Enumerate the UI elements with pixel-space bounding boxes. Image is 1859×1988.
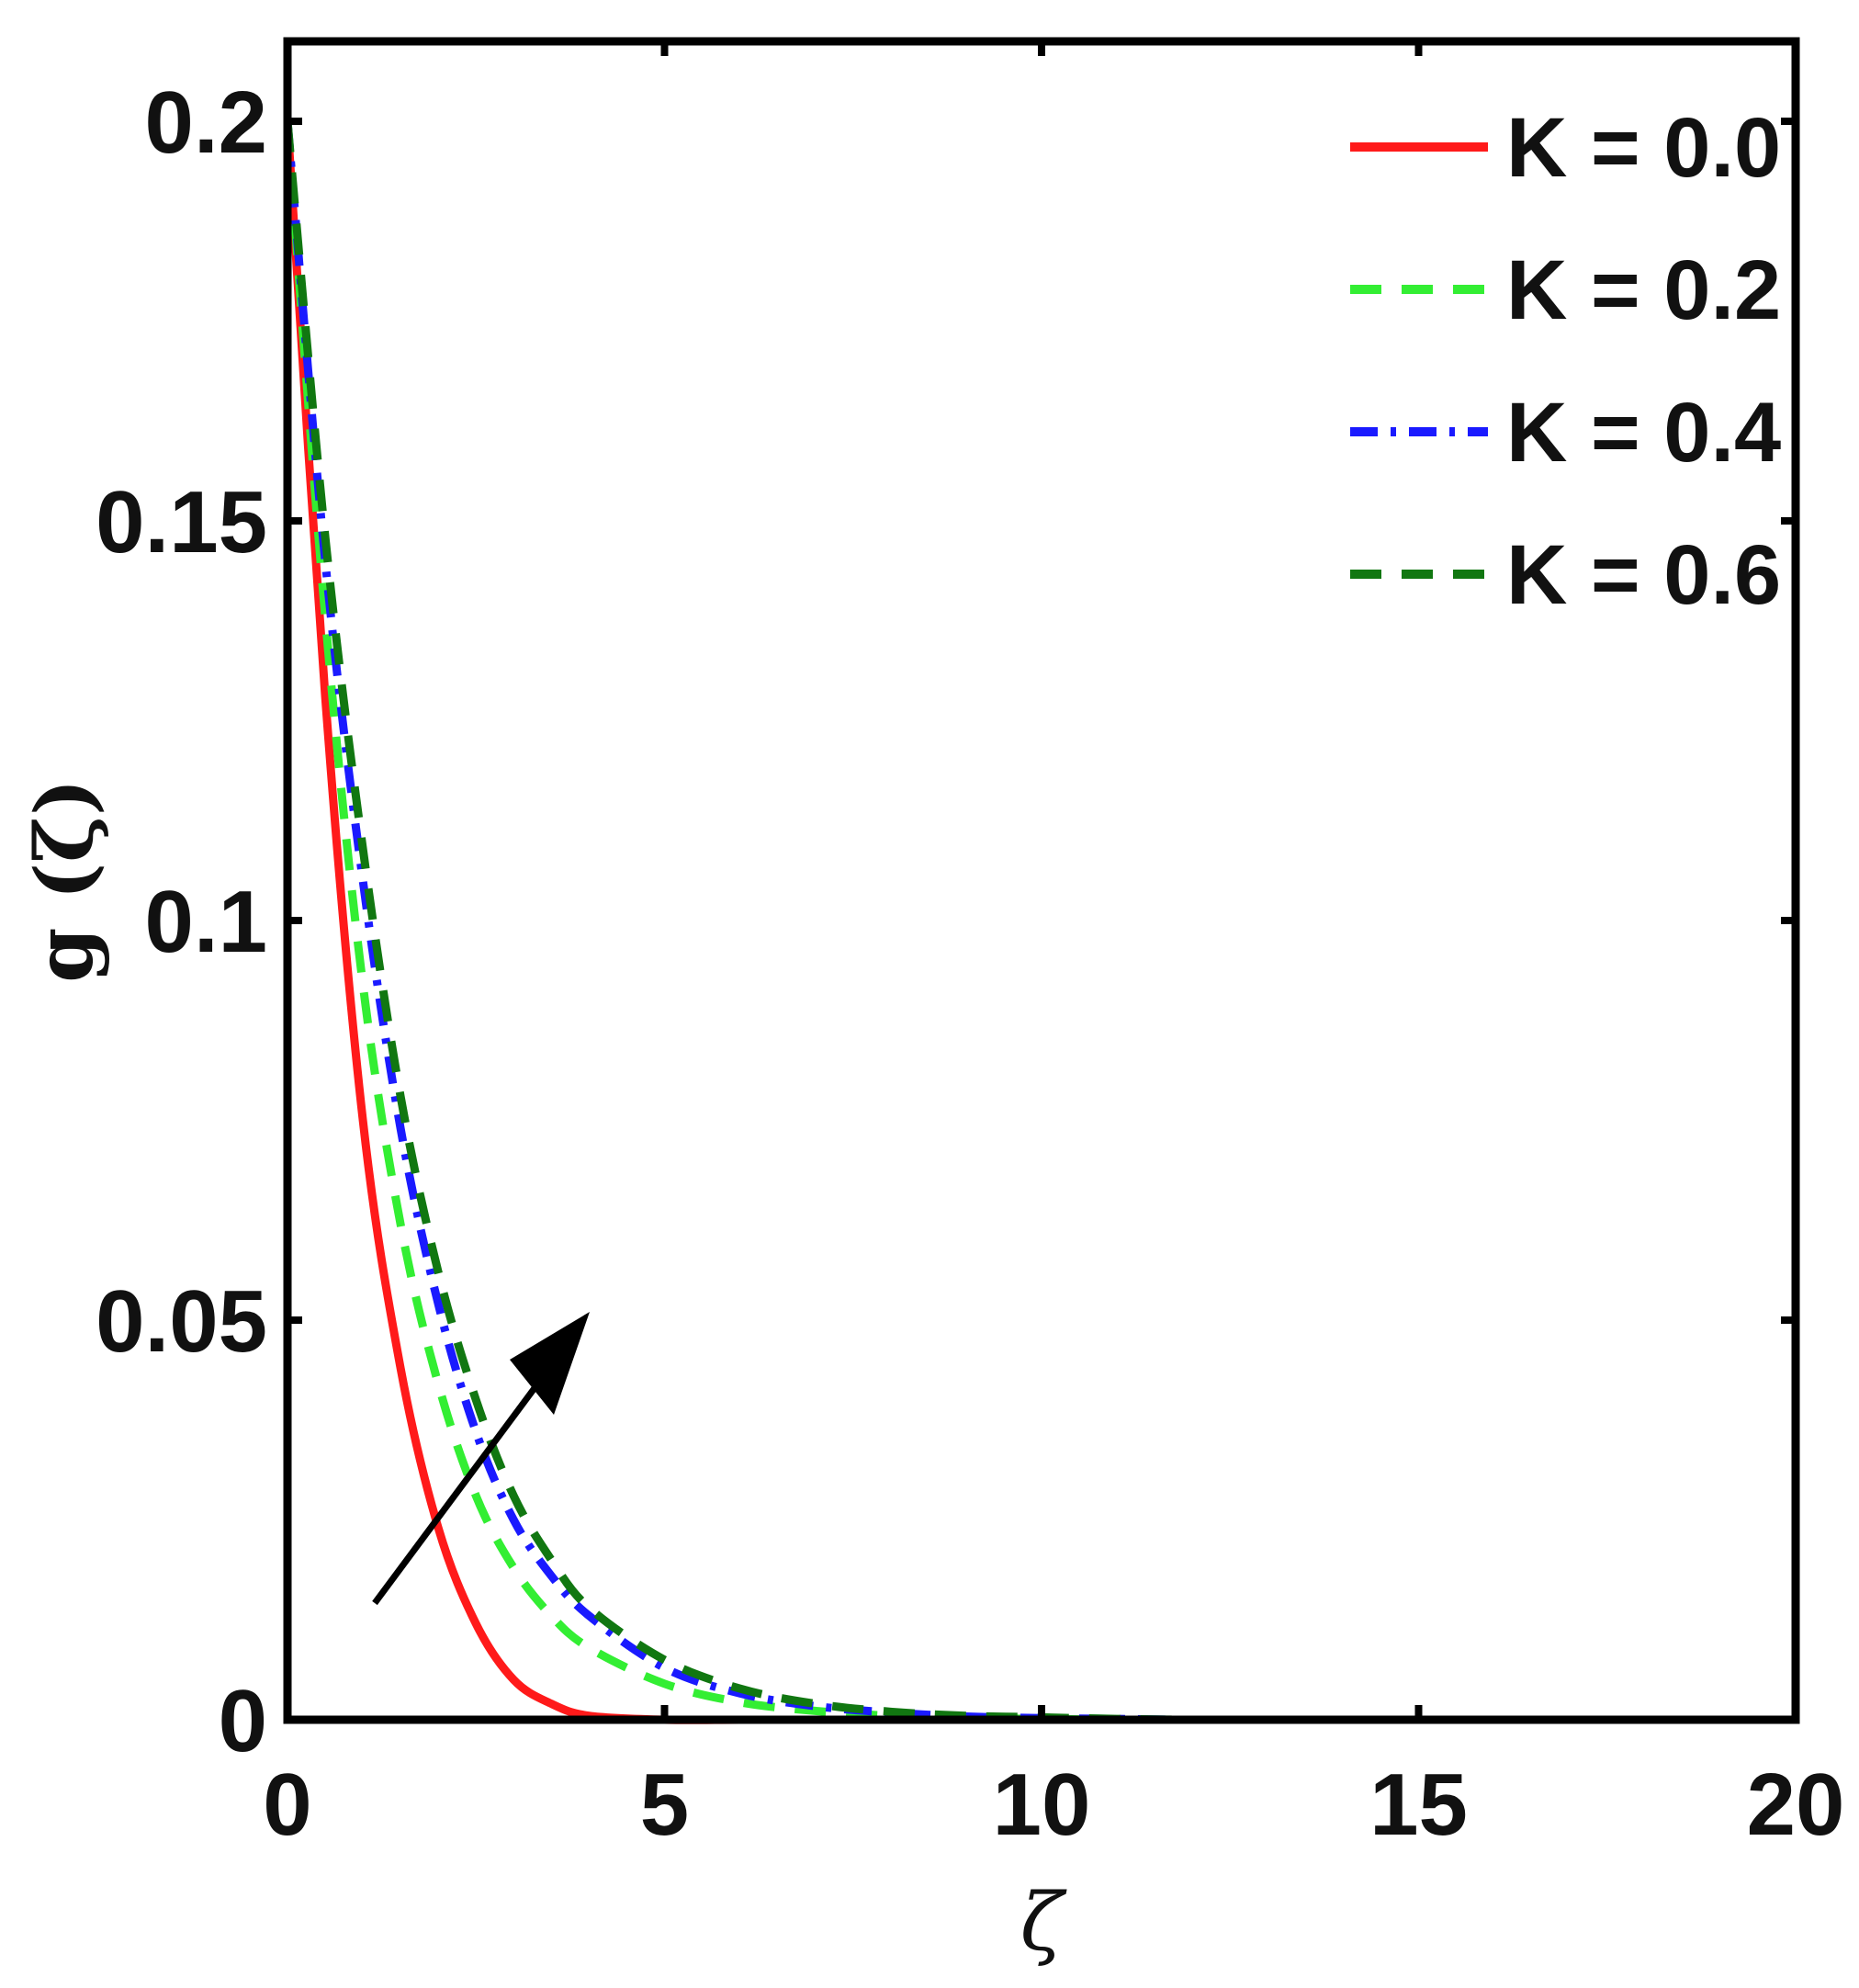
legend: K = 0.0 K = 0.2 K = 0.4 K = 0.6 bbox=[1350, 101, 1781, 622]
tick-layer bbox=[284, 41, 1799, 1723]
legend-label-3: K = 0.6 bbox=[1506, 528, 1781, 622]
y-tick-label-3: 0.15 bbox=[96, 473, 267, 571]
x-tick-label-4: 20 bbox=[1747, 1756, 1845, 1854]
legend-label-1: K = 0.2 bbox=[1506, 243, 1781, 337]
y-tick-label-4: 0.2 bbox=[145, 73, 267, 172]
y-tick-label-1: 0.05 bbox=[96, 1272, 267, 1371]
y-tick-label-2: 0.1 bbox=[145, 873, 267, 971]
increase-arrow bbox=[372, 1312, 590, 1606]
legend-label-0: K = 0.0 bbox=[1506, 101, 1781, 195]
legend-label-2: K = 0.4 bbox=[1506, 386, 1781, 480]
arrow-head bbox=[510, 1312, 590, 1415]
y-axis-title: g (ζ) bbox=[18, 778, 111, 982]
x-axis-title: ζ bbox=[1020, 1877, 1067, 1969]
x-tick-label-1: 5 bbox=[640, 1756, 689, 1854]
arrow-shaft bbox=[372, 1357, 558, 1606]
label-layer: 0 5 10 15 20 0 0.05 0.1 0.15 0.2 ζ g (ζ) bbox=[18, 73, 1844, 1969]
y-tick-label-0: 0 bbox=[219, 1672, 267, 1770]
x-tick-label-2: 10 bbox=[993, 1756, 1091, 1854]
x-tick-label-0: 0 bbox=[263, 1756, 311, 1854]
x-tick-label-3: 15 bbox=[1369, 1756, 1468, 1854]
